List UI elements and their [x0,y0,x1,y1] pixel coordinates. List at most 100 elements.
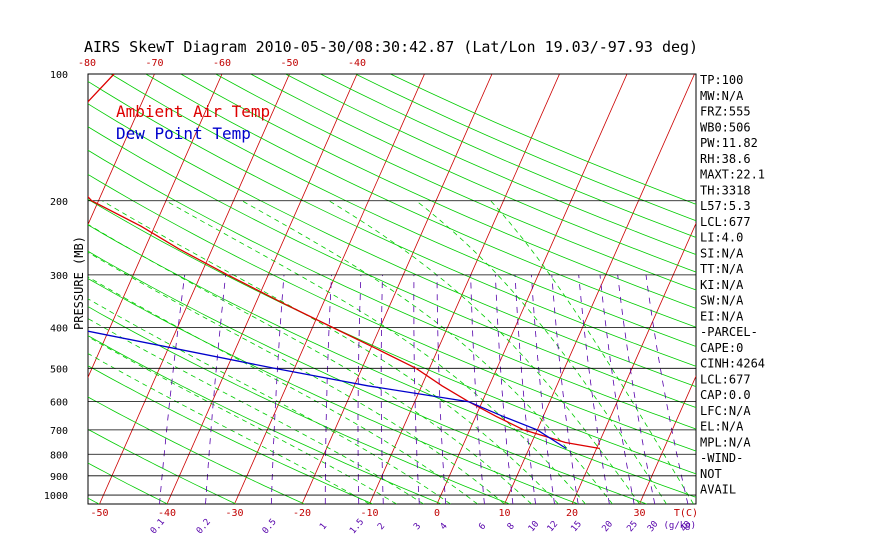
mixing-ratio-line [159,274,186,504]
dry-adiabat-line [88,198,696,475]
bottom-temp-tick-label: 30 [633,508,645,519]
mixing-ratio-tick-label: 25 [625,519,640,534]
stability-index: KI:N/A [700,278,744,292]
legend-entry: Ambient Air Temp [116,102,270,121]
stability-index: L57:5.3 [700,199,751,213]
stability-index: SW:N/A [700,294,744,308]
isobar-lines [88,73,696,496]
mixing-ratio-tick-label: 0.5 [261,517,279,536]
mixing-ratio-line [270,274,285,504]
isotherm-line [775,74,870,504]
bottom-temp-tick-label: -40 [158,508,176,519]
stability-index: CAPE:0 [700,341,743,355]
dry-adiabat-line [88,396,305,504]
bottom-temp-tick-label: -50 [90,508,108,519]
stability-index: SI:N/A [700,246,744,260]
pressure-tick-label: 600 [50,398,68,409]
bottom-temp-tick-label: -30 [225,508,243,519]
bottom-temp-tick-label: -20 [293,508,311,519]
stability-index: EI:N/A [700,309,744,323]
mixing-ratio-line [578,274,610,504]
ambient-temp-line [88,74,601,450]
mixing-ratio-tick-label: 20 [601,519,616,534]
moist-adiabat-line [241,200,613,504]
mixing-ratio-line [205,274,227,504]
stability-index: AVAIL [700,483,736,497]
top-temp-tick-label: -70 [145,58,163,69]
mixing-ratio-line [495,274,514,504]
moist-adiabat-line [88,298,451,504]
mixing-ratio-line [324,274,332,504]
stability-index: MAXT:22.1 [700,168,765,182]
mixing-ratio-tick-label: 1.5 [348,517,366,536]
bottom-temp-tick-label: 0 [434,508,440,519]
moist-adiabat-line [88,336,397,504]
thermo-grid [0,74,870,504]
stability-index: -WIND- [700,451,743,465]
mixing-ratio-line [470,274,485,504]
moist-adiabat-line [88,251,505,504]
dry-adiabat-line [355,74,696,222]
stability-index: LCL:677 [700,215,751,229]
mixing-ratio-tick-label: 15 [569,519,584,534]
dry-adiabat-line [88,126,696,408]
dry-adiabat-line [145,74,696,328]
mixing-ratio-tick-label: 6 [477,521,488,532]
stability-index: CAP:0.0 [700,388,751,402]
mixing-ratio-line [531,274,555,504]
dry-adiabat-line [88,365,374,504]
isotherm-line [88,74,223,379]
isotherm-line [0,74,20,504]
chart-title: AIRS SkewT Diagram 2010-05-30/08:30:42.8… [84,38,698,56]
dry-adiabat-line [0,74,31,504]
mixing-ratio-tick-label: 4 [439,521,450,532]
dry-adiabat-line [88,173,696,452]
stability-index: EL:N/A [700,420,744,434]
isotherm-line [99,74,290,504]
pressure-tick-label: 700 [50,426,68,437]
mixing-ratio-tick-label: 2 [376,521,387,532]
stability-index: LI:4.0 [700,231,743,245]
stability-index: TP:100 [700,73,743,87]
isotherm-line [842,74,870,504]
moist-adiabat-line [165,200,586,504]
isotherm-line [166,74,358,504]
dry-adiabat-line [285,74,696,255]
stability-index: LFC:N/A [700,404,751,418]
dry-adiabat-line [250,74,696,273]
legend-entry: Dew Point Temp [116,124,251,143]
stability-index: LCL:677 [700,372,751,386]
top-temp-tick-label: -60 [213,58,231,69]
isotherm-line [504,74,695,504]
dry-adiabat-line [88,250,647,504]
dewpoint-thick-segment [0,74,43,160]
stability-index: RH:38.6 [700,152,751,166]
mixing-ratio-tick-label: 0.1 [149,517,167,536]
dry-adiabat-line [88,149,696,430]
moist-adiabat-line [88,223,532,504]
bottom-temp-tick-label: -10 [360,508,378,519]
dry-adiabat-line [215,74,696,291]
pressure-tick-label: 800 [50,450,68,461]
pressure-tick-label: 1000 [44,491,68,502]
mixing-ratio-unit: (g/kg) [663,521,696,531]
legend: Ambient Air Temp Dew Point Temp [116,102,270,143]
dry-adiabat-line [88,335,442,504]
bottom-temp-tick-label: 20 [566,508,578,519]
pressure-tick-label: 100 [50,70,68,81]
mixing-ratio-line [617,274,656,504]
top-temp-tick-label: -40 [348,58,366,69]
stability-index: MPL:N/A [700,435,751,449]
bottom-temp-tick-label: 10 [498,508,510,519]
y-axis-label: PRESSURE (MB) [72,236,86,330]
dewpoint-temp-line [88,330,567,450]
pressure-tick-label: 900 [50,472,68,483]
pressure-tick-label: 500 [50,364,68,375]
dry-adiabat-line [88,80,696,367]
mixing-ratio-line [645,274,689,504]
isotherm-line [234,74,425,504]
moist-adiabat-line [328,200,640,504]
dry-adiabat-line [88,306,510,504]
